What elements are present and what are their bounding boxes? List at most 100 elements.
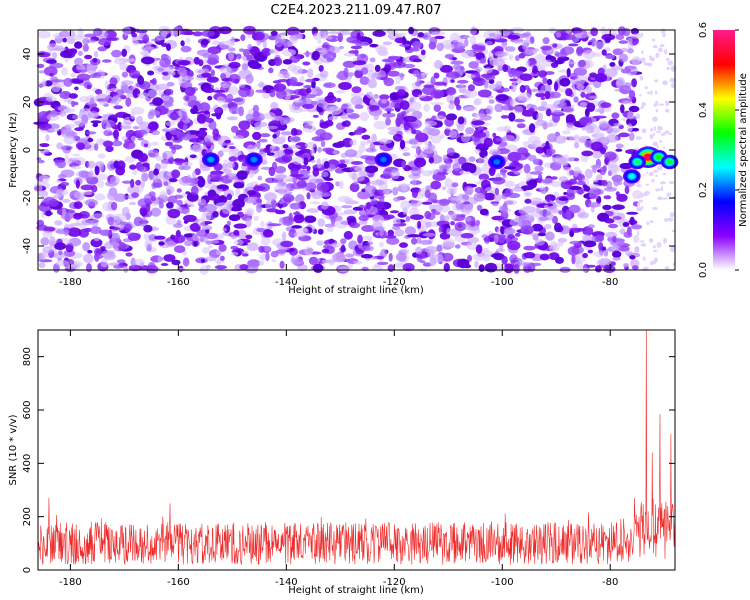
spectrogram-cell bbox=[622, 28, 631, 37]
spectrogram-cell bbox=[568, 135, 574, 141]
spectrogram-cell bbox=[395, 252, 407, 262]
spectrogram-cell bbox=[507, 34, 520, 40]
spectrogram-cell bbox=[644, 86, 648, 90]
spectrogram-cell bbox=[64, 154, 70, 165]
spectrogram-cell bbox=[609, 62, 616, 67]
spectrogram-cell bbox=[605, 134, 619, 143]
spectrogram-cell bbox=[315, 129, 327, 136]
spectrogram-cell bbox=[255, 89, 267, 93]
spectrogram-cell bbox=[315, 193, 323, 200]
spectrogram-cell bbox=[324, 120, 334, 127]
spectrogram-cell bbox=[262, 147, 272, 153]
spectrogram-cell bbox=[597, 212, 610, 222]
spectrogram-cell bbox=[247, 43, 253, 50]
spectrogram-cell bbox=[102, 140, 114, 148]
spectrogram-cell bbox=[351, 86, 362, 94]
snr-y-tick-label: 200 bbox=[22, 507, 33, 526]
spectrogram-cell bbox=[646, 91, 652, 95]
spectrogram-cell bbox=[639, 94, 642, 97]
spectrogram-cell bbox=[477, 156, 484, 164]
spectrogram-cell bbox=[99, 229, 113, 236]
spectrogram-cell bbox=[292, 211, 301, 216]
spectrogram-cell bbox=[42, 246, 54, 254]
spectrogram-cell bbox=[300, 164, 308, 170]
spectrogram-cell bbox=[337, 32, 343, 43]
spectrogram-cell bbox=[306, 208, 320, 213]
spectrogram-x-tick-label: -180 bbox=[59, 277, 82, 288]
spectrogram-cell bbox=[379, 94, 390, 100]
spectrogram-cell bbox=[393, 197, 401, 202]
spectrogram-cell bbox=[569, 169, 574, 176]
spectrogram-cell bbox=[468, 61, 479, 69]
spectrogram-cell bbox=[311, 50, 320, 61]
spectrogram-cell bbox=[554, 198, 566, 208]
spectrogram-cell bbox=[517, 95, 523, 101]
spectrogram-cell bbox=[233, 239, 244, 246]
spectrogram-cell bbox=[350, 92, 365, 97]
spectrogram-cell bbox=[537, 232, 546, 237]
spectrogram-cell bbox=[428, 204, 435, 210]
spectrogram-cell bbox=[49, 72, 54, 77]
spectrogram-cell bbox=[140, 56, 155, 65]
spectrogram-cell bbox=[125, 97, 132, 107]
spectrogram-cell bbox=[576, 46, 584, 55]
spectrogram-cell bbox=[270, 30, 278, 36]
spectrogram-cell bbox=[635, 136, 642, 140]
spectrogram-cell bbox=[380, 248, 388, 258]
spectrogram-cell bbox=[493, 234, 499, 244]
spectrogram-cell bbox=[337, 266, 351, 273]
spectrogram-cell bbox=[275, 249, 287, 254]
spectrogram-cell bbox=[668, 132, 673, 135]
spectrogram-cell bbox=[299, 169, 311, 175]
spectrogram-cell bbox=[536, 106, 548, 112]
spectrogram-cell bbox=[537, 173, 543, 184]
spectrogram-cell bbox=[550, 176, 558, 180]
spectrogram-cell bbox=[646, 221, 650, 225]
spectrogram-cell bbox=[428, 169, 438, 175]
spectrogram-cell bbox=[91, 218, 99, 228]
spectrogram-cell bbox=[629, 255, 636, 260]
spectrogram-cell bbox=[90, 120, 102, 124]
spectrogram-cell bbox=[62, 37, 68, 43]
spectrogram-cell bbox=[218, 243, 227, 252]
spectrogram-cell bbox=[372, 30, 386, 37]
spectrogram-cell bbox=[509, 218, 523, 227]
spectrogram-cell bbox=[228, 156, 238, 162]
spectrogram-cell bbox=[70, 34, 85, 41]
spectrogram-cell bbox=[523, 228, 530, 235]
spectrogram-cell bbox=[152, 97, 164, 106]
spectrogram-cell bbox=[245, 113, 254, 122]
spectrogram-cell bbox=[502, 136, 507, 144]
spectrogram-cell bbox=[559, 78, 571, 87]
spectrogram-cell bbox=[287, 64, 297, 72]
spectrogram-cell bbox=[72, 114, 79, 120]
spectrogram-cell bbox=[274, 166, 287, 174]
spectrogram-cell bbox=[169, 144, 183, 150]
spectrogram-cell bbox=[430, 76, 436, 86]
spectrogram-cell bbox=[392, 223, 406, 227]
spectrogram-cell bbox=[111, 201, 118, 211]
spectrogram-cell bbox=[649, 220, 654, 224]
spectrogram-cell bbox=[427, 192, 438, 202]
spectrogram-cell bbox=[666, 66, 670, 71]
snr-x-tick-label: -80 bbox=[602, 577, 618, 588]
spectrogram-cell bbox=[40, 237, 50, 246]
spectrogram-cell bbox=[535, 146, 544, 154]
spectrogram-cell bbox=[59, 30, 71, 38]
spectrogram-cell bbox=[113, 129, 119, 139]
spectrogram-cell bbox=[335, 89, 346, 94]
spectrogram-cell bbox=[653, 245, 656, 249]
spectrogram-cell bbox=[75, 142, 86, 150]
spectrogram-cell bbox=[75, 64, 86, 71]
spectrogram-cell bbox=[566, 192, 575, 200]
spectrogram-cell bbox=[523, 245, 536, 251]
spectrogram-cell bbox=[425, 221, 432, 228]
spectrogram-cell bbox=[392, 133, 403, 142]
spectrogram-x-ticks: -180 -160 -140 -120 -100 -80 bbox=[59, 30, 618, 288]
spectrogram-cell bbox=[400, 111, 407, 115]
spectrogram-cell bbox=[92, 57, 98, 63]
spectrogram-cell bbox=[328, 258, 335, 266]
spectrogram-cell bbox=[382, 112, 396, 118]
spectrogram-cell bbox=[50, 82, 62, 93]
spectrogram-cell bbox=[659, 140, 663, 143]
